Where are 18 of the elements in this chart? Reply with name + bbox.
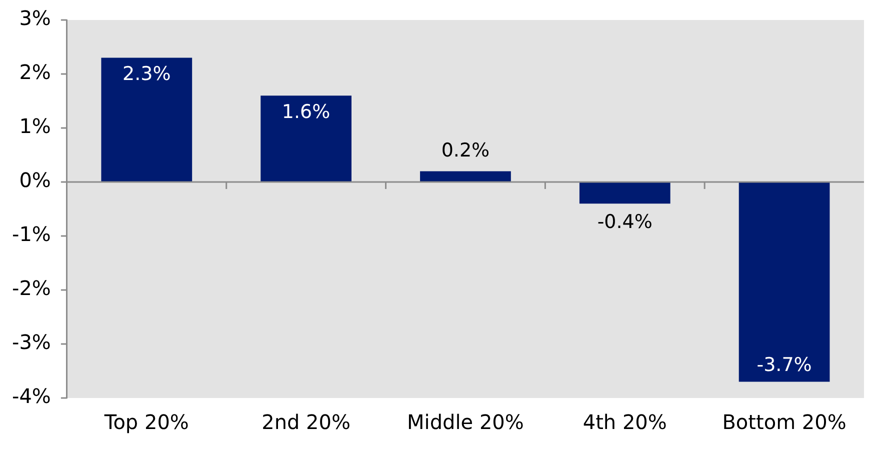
y-tick-label: 2% [19,60,51,84]
data-label: 0.2% [441,140,490,162]
data-label: 1.6% [282,101,330,124]
y-tick-label: 0% [19,168,51,192]
x-tick-label: Top 20% [103,410,189,434]
y-tick-label: -2% [12,276,51,300]
y-tick-label: -3% [12,330,51,354]
y-tick-label: 3% [19,6,51,30]
data-label: 2.3% [122,63,171,86]
x-tick-label: Middle 20% [407,410,524,434]
data-label: -3.7% [756,354,812,376]
data-label: -0.4% [597,211,652,234]
x-tick-label: Bottom 20% [722,410,846,434]
x-tick-label: 2nd 20% [262,410,351,434]
y-tick-label: -4% [12,384,51,408]
y-tick-label: 1% [19,114,51,138]
x-tick-label: 4th 20% [582,410,667,434]
y-tick-label: -1% [12,222,51,246]
